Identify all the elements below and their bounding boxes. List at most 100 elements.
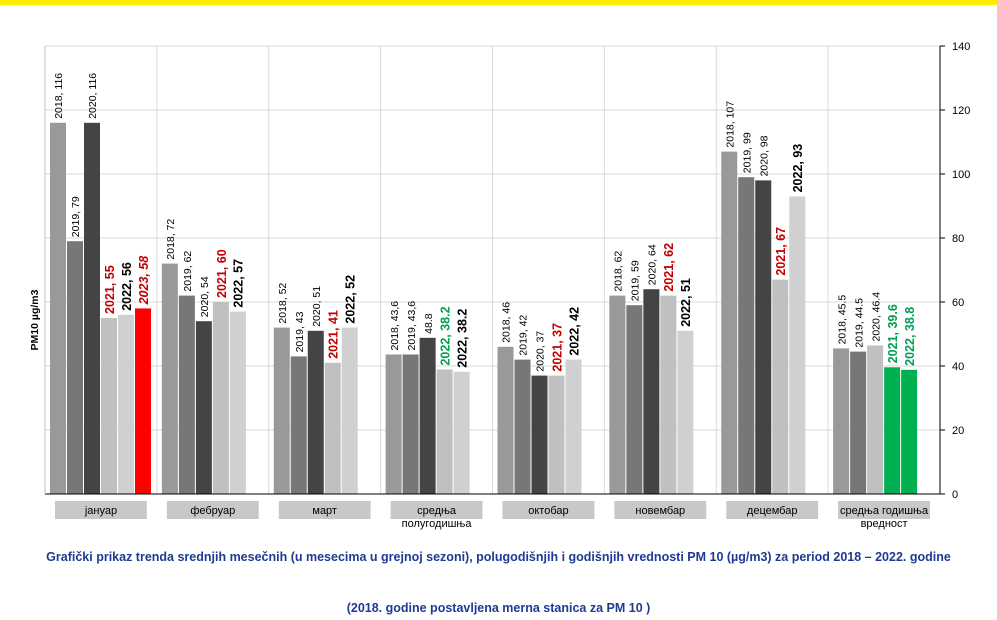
bar xyxy=(789,196,806,494)
bar-data-label: 2023, 58 xyxy=(137,256,151,306)
y-tick-label: 20 xyxy=(952,425,964,437)
category-label-box xyxy=(390,501,483,519)
bar-data-label: 2022, 38.8 xyxy=(903,307,917,366)
bar xyxy=(772,279,789,494)
chart-caption: Grafički prikaz trenda srednjih mesečnih… xyxy=(46,550,951,564)
bar xyxy=(497,346,514,494)
category-label: јануар xyxy=(84,505,117,517)
category-label: новембар xyxy=(635,505,685,517)
bar xyxy=(833,348,850,494)
bar-data-label: 2022, 93 xyxy=(791,144,805,193)
bar-data-label: 2019, 43,6 xyxy=(406,301,418,351)
bar-data-label: 2018, 46 xyxy=(501,302,513,343)
bar-data-label: 2022, 51 xyxy=(679,278,693,327)
bar-data-label: 2022, 38.2 xyxy=(439,306,453,365)
bar-data-label: 2021, 67 xyxy=(774,227,788,276)
bar-data-label: 2020, 46.4 xyxy=(870,292,882,342)
category-label: вредност xyxy=(861,518,908,530)
category-label: полугодишња xyxy=(402,518,473,530)
bar xyxy=(118,314,134,494)
bar xyxy=(436,369,453,494)
y-axis-title: PM10 µg/m3 xyxy=(29,289,41,350)
bar xyxy=(307,330,324,494)
category-label: фебруар xyxy=(190,505,235,517)
axes: 0 20 40 60 80 100 120 140 PM10 µg/m3 xyxy=(29,41,970,501)
category-label: средња годишња xyxy=(840,505,929,517)
bar xyxy=(660,295,677,494)
bar xyxy=(67,241,83,494)
bar-data-label: 2022, 56 xyxy=(120,262,134,311)
bar-data-label: 2022, 42 xyxy=(567,307,581,356)
bar xyxy=(324,362,341,494)
bar-data-label: 2021, 62 xyxy=(662,243,676,292)
bar xyxy=(565,359,582,494)
bar-data-label: 2019, 62 xyxy=(182,251,194,292)
bar xyxy=(178,295,195,494)
bar xyxy=(901,369,918,494)
bar xyxy=(212,302,229,494)
bar-data-label: 2018, 62 xyxy=(613,251,625,292)
bar-data-label: 2019, 43 xyxy=(294,311,306,352)
bar xyxy=(884,367,901,494)
bar-data-label: 2019, 79 xyxy=(70,196,82,237)
bar-data-label: 2018, 107 xyxy=(724,101,736,148)
bar xyxy=(677,330,694,494)
bar xyxy=(531,375,548,494)
bar-data-label: 2018, 72 xyxy=(165,219,177,260)
bar xyxy=(609,295,626,494)
y-tick-label: 120 xyxy=(952,105,970,117)
bar-data-label: 48.8 xyxy=(423,313,435,334)
bar-data-label: 2021, 37 xyxy=(550,323,564,372)
bar xyxy=(514,359,531,494)
bar xyxy=(290,356,307,494)
y-tick-label: 140 xyxy=(952,41,970,53)
bar xyxy=(721,151,738,494)
bar xyxy=(548,375,565,494)
bar-data-label: 2022, 38.2 xyxy=(456,309,470,368)
bar xyxy=(738,177,755,494)
category-label: средња xyxy=(417,505,457,517)
category-label-box xyxy=(614,501,707,519)
bar xyxy=(385,354,402,494)
y-tick-label: 100 xyxy=(952,169,970,181)
y-tick-label: 0 xyxy=(952,489,958,501)
category-label: март xyxy=(312,505,337,517)
category-label-box xyxy=(726,501,819,519)
y-tick-label: 80 xyxy=(952,233,964,245)
bar-data-label: 2019, 59 xyxy=(630,260,642,301)
bar xyxy=(402,354,419,494)
bar-data-label: 2022, 57 xyxy=(232,259,246,308)
bar xyxy=(84,122,100,495)
bar-data-label: 2018, 116 xyxy=(53,73,65,119)
chart-subcaption: (2018. godine postavljena merna stanica … xyxy=(346,601,651,615)
bar xyxy=(195,321,212,494)
bar-data-label: 2021, 60 xyxy=(215,249,229,298)
bar xyxy=(341,327,358,494)
bar-data-label: 2021, 39.6 xyxy=(886,304,900,363)
bar-data-label: 2020, 37 xyxy=(535,331,547,372)
bar xyxy=(50,122,66,495)
y-tick-label: 40 xyxy=(952,361,964,373)
bar xyxy=(850,351,867,494)
category-label: октобар xyxy=(528,505,568,517)
bar-data-label: 2018, 43,6 xyxy=(389,301,401,351)
bar-data-label: 2020, 98 xyxy=(758,135,770,176)
category-label-box xyxy=(838,501,930,519)
bar-data-label: 2021, 55 xyxy=(103,265,117,314)
bar xyxy=(643,289,660,494)
bar xyxy=(273,327,290,494)
bar-data-label: 2020, 116 xyxy=(87,73,99,119)
bar-data-label: 2020, 64 xyxy=(647,244,659,285)
y-tick-label: 60 xyxy=(952,297,964,309)
category-label-box xyxy=(502,501,595,519)
category-label-box xyxy=(166,501,259,519)
bar-data-label: 2022, 52 xyxy=(344,275,358,324)
bar-data-label: 2018, 45.5 xyxy=(836,295,848,345)
bar-data-label: 2020, 51 xyxy=(311,286,323,327)
bar xyxy=(453,371,470,494)
bar-data-label: 2019, 44.5 xyxy=(853,298,865,348)
bar-data-label: 2018, 52 xyxy=(277,283,289,324)
